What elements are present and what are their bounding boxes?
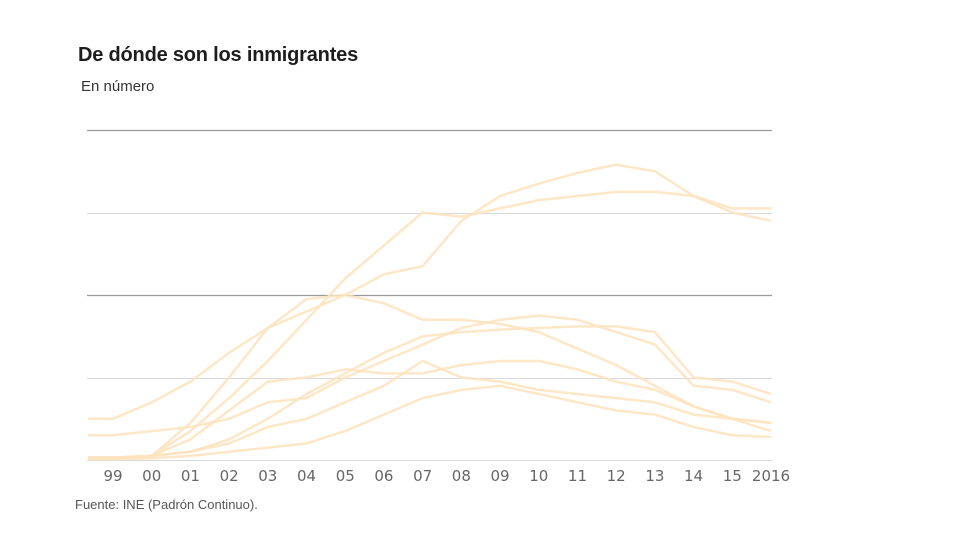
series-line-series-8 (88, 384, 772, 461)
x-tick-label: 14 (684, 467, 703, 485)
series-line-series-1 (88, 163, 772, 460)
series-line-series-4 (88, 314, 772, 437)
x-tick-label: 03 (258, 467, 277, 485)
x-tick-label: 2016 (752, 467, 790, 485)
x-tick-label: 01 (181, 467, 200, 485)
source-note: Fuente: INE (Padrón Continuo). (75, 497, 258, 512)
x-tick-label: 10 (529, 467, 548, 485)
x-tick-label: 09 (491, 467, 510, 485)
x-tick-label: 99 (103, 467, 122, 485)
x-tick-label: 02 (220, 467, 239, 485)
chart-title: De dónde son los inmigrantes (78, 44, 358, 66)
x-tick-label: 04 (297, 467, 316, 485)
x-tick-label: 07 (413, 467, 432, 485)
x-axis-ticks: 99 00 01 02 03 04 05 06 07 08 09 10 11 12 13 14 15 2016 (103, 467, 790, 485)
x-tick-label: 00 (142, 467, 161, 485)
x-tick-label: 05 (336, 467, 355, 485)
x-tick-label: 13 (645, 467, 664, 485)
series-line-series-5 (88, 359, 772, 459)
series-lines (88, 163, 772, 461)
series-line-series-2 (88, 190, 771, 460)
x-tick-label: 15 (723, 467, 742, 485)
x-tick-label: 12 (607, 467, 626, 485)
gridlines (87, 129, 772, 461)
x-tick-label: 08 (452, 467, 471, 485)
series-line-series-3 (88, 293, 772, 425)
x-tick-label: 06 (374, 467, 393, 485)
x-tick-label: 11 (568, 467, 587, 485)
chart-subtitle: En número (81, 78, 155, 95)
series-line-series-7 (88, 359, 772, 459)
